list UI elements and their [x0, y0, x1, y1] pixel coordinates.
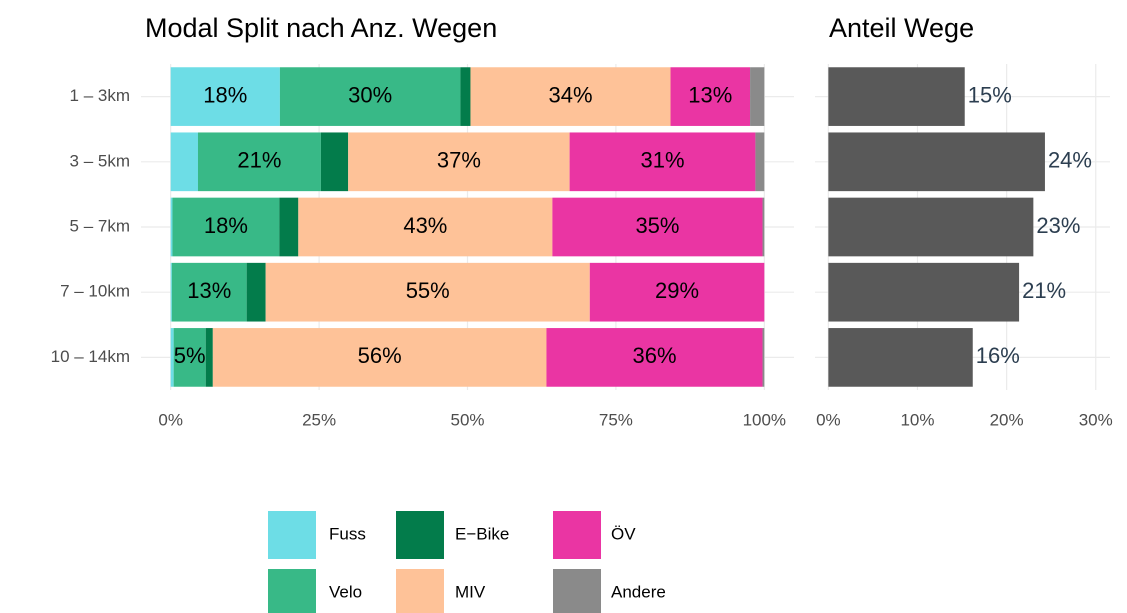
bar-segment: [569, 132, 756, 192]
bar-segment: [205, 328, 213, 387]
bar-segment: [320, 132, 349, 192]
legend-label: Andere: [611, 582, 666, 601]
data-label: 30%: [348, 82, 392, 107]
bar-segment: [170, 262, 172, 322]
data-label: 43%: [403, 213, 447, 238]
bar-segment: [589, 262, 765, 322]
bar-segment: [197, 132, 321, 192]
legend-key: [396, 569, 444, 613]
x-tick-label: 0%: [158, 410, 183, 429]
data-label: 16%: [976, 343, 1020, 368]
x-tick-label: 75%: [599, 410, 633, 429]
legend-key: [396, 511, 444, 559]
legend-key: [268, 511, 316, 559]
legend-key: [553, 569, 601, 613]
y-tick-label: 3 – 5km: [70, 151, 130, 170]
legend-key: [268, 569, 316, 613]
bar-segment: [762, 328, 765, 387]
bar-segment: [828, 328, 973, 387]
x-tick-label: 50%: [450, 410, 484, 429]
bar-segment: [279, 67, 461, 126]
data-label: 35%: [635, 213, 679, 238]
bar-segment: [212, 328, 547, 387]
x-tick-label: 10%: [900, 410, 934, 429]
bar-segment: [762, 197, 765, 257]
bar-segment: [170, 67, 280, 126]
data-label: 21%: [1022, 278, 1066, 303]
data-label: 18%: [204, 213, 248, 238]
bar-segment: [173, 328, 206, 387]
chart-title: Modal Split nach Anz. Wegen: [145, 13, 497, 43]
data-label: 24%: [1048, 148, 1092, 173]
legend-label: ÖV: [611, 524, 636, 543]
legend-label: Fuss: [329, 524, 366, 543]
data-label: 21%: [237, 148, 281, 173]
data-label: 34%: [548, 82, 592, 107]
x-tick-label: 30%: [1079, 410, 1113, 429]
data-label: 5%: [174, 343, 206, 368]
y-tick-label: 7 – 10km: [60, 282, 130, 301]
bar-segment: [298, 197, 553, 257]
bar-segment: [246, 262, 266, 322]
bar-segment: [348, 132, 570, 192]
bar-segment: [279, 197, 299, 257]
data-label: 18%: [203, 82, 247, 107]
bar-segment: [172, 197, 280, 257]
data-label: 37%: [437, 148, 481, 173]
bar-segment: [265, 262, 590, 322]
y-tick-label: 10 – 14km: [51, 347, 130, 366]
bar-segment: [170, 132, 198, 192]
data-label: 31%: [640, 148, 684, 173]
bar-segment: [546, 328, 763, 387]
bar-segment: [171, 262, 247, 322]
y-tick-label: 5 – 7km: [70, 216, 130, 235]
chart-title: Anteil Wege: [829, 13, 974, 43]
x-tick-label: 25%: [302, 410, 336, 429]
bar-segment: [460, 67, 471, 126]
bar-segment: [828, 197, 1034, 257]
data-label: 55%: [406, 278, 450, 303]
data-label: 23%: [1036, 213, 1080, 238]
data-label: 13%: [688, 82, 732, 107]
x-tick-label: 100%: [743, 410, 786, 429]
data-label: 56%: [358, 343, 402, 368]
bar-segment: [552, 197, 763, 257]
legend-key: [553, 511, 601, 559]
bar-segment: [170, 197, 173, 257]
data-label: 29%: [655, 278, 699, 303]
bar-segment: [470, 67, 671, 126]
bar-segment: [828, 67, 965, 126]
bar-segment: [750, 67, 765, 126]
data-label: 36%: [632, 343, 676, 368]
legend-label: E−Bike: [455, 524, 509, 543]
bar-segment: [828, 132, 1045, 192]
legend-label: MIV: [455, 582, 486, 601]
bar-segment: [755, 132, 765, 192]
data-label: 15%: [968, 82, 1012, 107]
y-tick-label: 1 – 3km: [70, 86, 130, 105]
bar-segment: [828, 262, 1020, 322]
x-tick-label: 20%: [990, 410, 1024, 429]
bar-segment: [670, 67, 751, 126]
bar-segment: [170, 328, 174, 387]
x-tick-label: 0%: [816, 410, 841, 429]
data-label: 13%: [187, 278, 231, 303]
legend-label: Velo: [329, 582, 362, 601]
